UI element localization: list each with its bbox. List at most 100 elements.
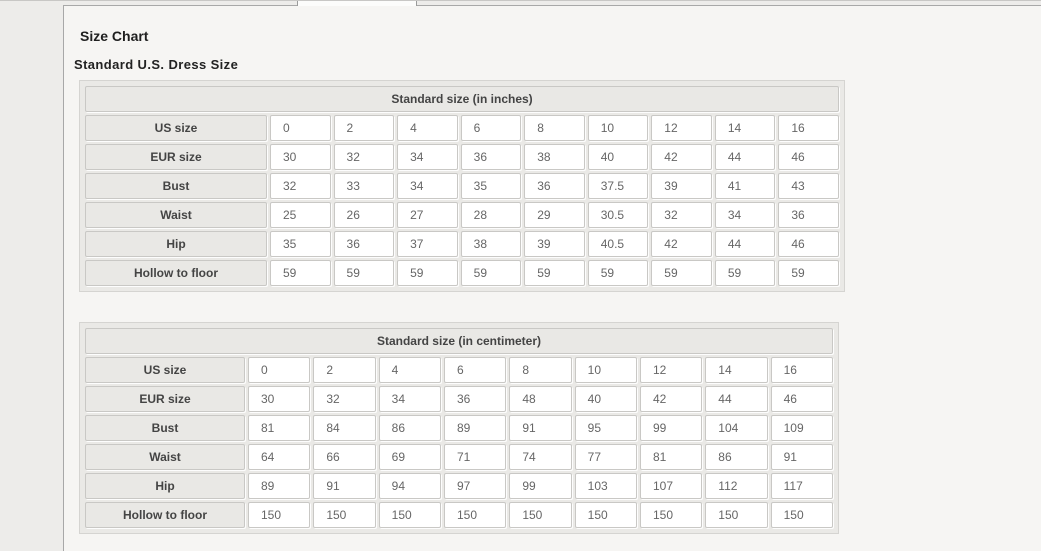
value-cell: 150: [574, 502, 637, 528]
value-cell: 2: [313, 357, 376, 383]
value-cell: 32: [313, 386, 376, 412]
value-cell: 69: [378, 444, 441, 470]
row-label: Waist: [85, 444, 245, 470]
table-row: Hollow to floor 150 150 150 150 150 150 150 150 1…: [85, 502, 833, 528]
value-cell: 48: [509, 386, 572, 412]
value-cell: 12: [639, 357, 703, 383]
value-cell: 59: [524, 260, 585, 286]
table-row: EUR size 30 32 34 36 48 40 42 44 46: [85, 386, 833, 412]
value-cell: 66: [313, 444, 376, 470]
table-row: EUR size 30 32 34 36 38 40 42 44 46: [85, 144, 839, 170]
value-cell: 46: [770, 386, 833, 412]
value-cell: 91: [313, 473, 376, 499]
value-cell: 150: [770, 502, 833, 528]
value-cell: 36: [778, 202, 839, 228]
value-cell: 84: [313, 415, 376, 441]
value-cell: 38: [460, 231, 522, 257]
value-cell: 91: [770, 444, 833, 470]
value-cell: 0: [248, 357, 311, 383]
tab-bar-bottom-edge: [0, 0, 1041, 1]
value-cell: 10: [587, 115, 649, 141]
value-cell: 74: [509, 444, 572, 470]
value-cell: 2: [333, 115, 395, 141]
row-label: Hollow to floor: [85, 260, 267, 286]
size-table: Standard size (in centimeter) US size 0 2 4 6…: [82, 325, 836, 531]
value-cell: 28: [460, 202, 522, 228]
value-cell: 30.5: [587, 202, 649, 228]
value-cell: 32: [270, 173, 331, 199]
value-cell: 150: [639, 502, 703, 528]
value-cell: 150: [248, 502, 311, 528]
value-cell: 81: [639, 444, 703, 470]
value-cell: 44: [714, 231, 776, 257]
value-cell: 109: [770, 415, 833, 441]
table-row: US size 0 2 4 6 8 10 12 14 16: [85, 357, 833, 383]
row-label: Hip: [85, 473, 245, 499]
size-table: Standard size (in inches) US size 0 2 4 6 8 10 1…: [82, 83, 842, 289]
value-cell: 46: [778, 144, 839, 170]
value-cell: 39: [524, 231, 585, 257]
value-cell: 91: [509, 415, 572, 441]
value-cell: 59: [651, 260, 712, 286]
value-cell: 77: [574, 444, 637, 470]
value-cell: 12: [651, 115, 712, 141]
row-label: Waist: [85, 202, 267, 228]
value-cell: 59: [587, 260, 649, 286]
value-cell: 14: [705, 357, 768, 383]
value-cell: 37: [397, 231, 458, 257]
table-caption-row: Standard size (in centimeter): [85, 328, 833, 354]
value-cell: 64: [248, 444, 311, 470]
size-table-wrapper: Standard size (in centimeter) US size 0 2 4 6…: [79, 322, 839, 534]
value-cell: 99: [639, 415, 703, 441]
value-cell: 34: [378, 386, 441, 412]
value-cell: 150: [705, 502, 768, 528]
value-cell: 33: [333, 173, 395, 199]
value-cell: 4: [378, 357, 441, 383]
value-cell: 59: [778, 260, 839, 286]
value-cell: 35: [270, 231, 331, 257]
table-row: Bust 32 33 34 35 36 37.5 39 41 43: [85, 173, 839, 199]
value-cell: 6: [460, 115, 522, 141]
table-caption-row: Standard size (in inches): [85, 86, 839, 112]
value-cell: 32: [333, 144, 395, 170]
value-cell: 150: [313, 502, 376, 528]
value-cell: 36: [333, 231, 395, 257]
value-cell: 8: [509, 357, 572, 383]
size-tables-container: Standard size (in inches) US size 0 2 4 6 8 10 1…: [79, 80, 1041, 534]
value-cell: 39: [651, 173, 712, 199]
value-cell: 38: [524, 144, 585, 170]
value-cell: 59: [270, 260, 331, 286]
table-row: Waist 64 66 69 71 74 77 81 86 91: [85, 444, 833, 470]
value-cell: 59: [714, 260, 776, 286]
value-cell: 89: [248, 473, 311, 499]
row-label: US size: [85, 115, 267, 141]
row-label: Bust: [85, 173, 267, 199]
value-cell: 40.5: [587, 231, 649, 257]
active-tab[interactable]: [297, 1, 417, 6]
value-cell: 81: [248, 415, 311, 441]
row-label: EUR size: [85, 386, 245, 412]
value-cell: 59: [460, 260, 522, 286]
value-cell: 59: [397, 260, 458, 286]
value-cell: 117: [770, 473, 833, 499]
value-cell: 36: [524, 173, 585, 199]
table-row: Hollow to floor 59 59 59 59 59 59 59 59 59: [85, 260, 839, 286]
value-cell: 44: [714, 144, 776, 170]
value-cell: 71: [443, 444, 507, 470]
value-cell: 26: [333, 202, 395, 228]
value-cell: 103: [574, 473, 637, 499]
value-cell: 8: [524, 115, 585, 141]
table-row: Hip 35 36 37 38 39 40.5 42 44 46: [85, 231, 839, 257]
value-cell: 40: [574, 386, 637, 412]
value-cell: 86: [705, 444, 768, 470]
row-label: Bust: [85, 415, 245, 441]
value-cell: 104: [705, 415, 768, 441]
page-title: Size Chart: [80, 28, 149, 44]
value-cell: 43: [778, 173, 839, 199]
value-cell: 89: [443, 415, 507, 441]
table-row: Hip 89 91 94 97 99 103 107 112 117: [85, 473, 833, 499]
section-title: Standard U.S. Dress Size: [74, 57, 239, 72]
panel-inner: Size Chart Standard U.S. Dress Size Stan…: [64, 6, 1041, 534]
value-cell: 107: [639, 473, 703, 499]
value-cell: 16: [770, 357, 833, 383]
